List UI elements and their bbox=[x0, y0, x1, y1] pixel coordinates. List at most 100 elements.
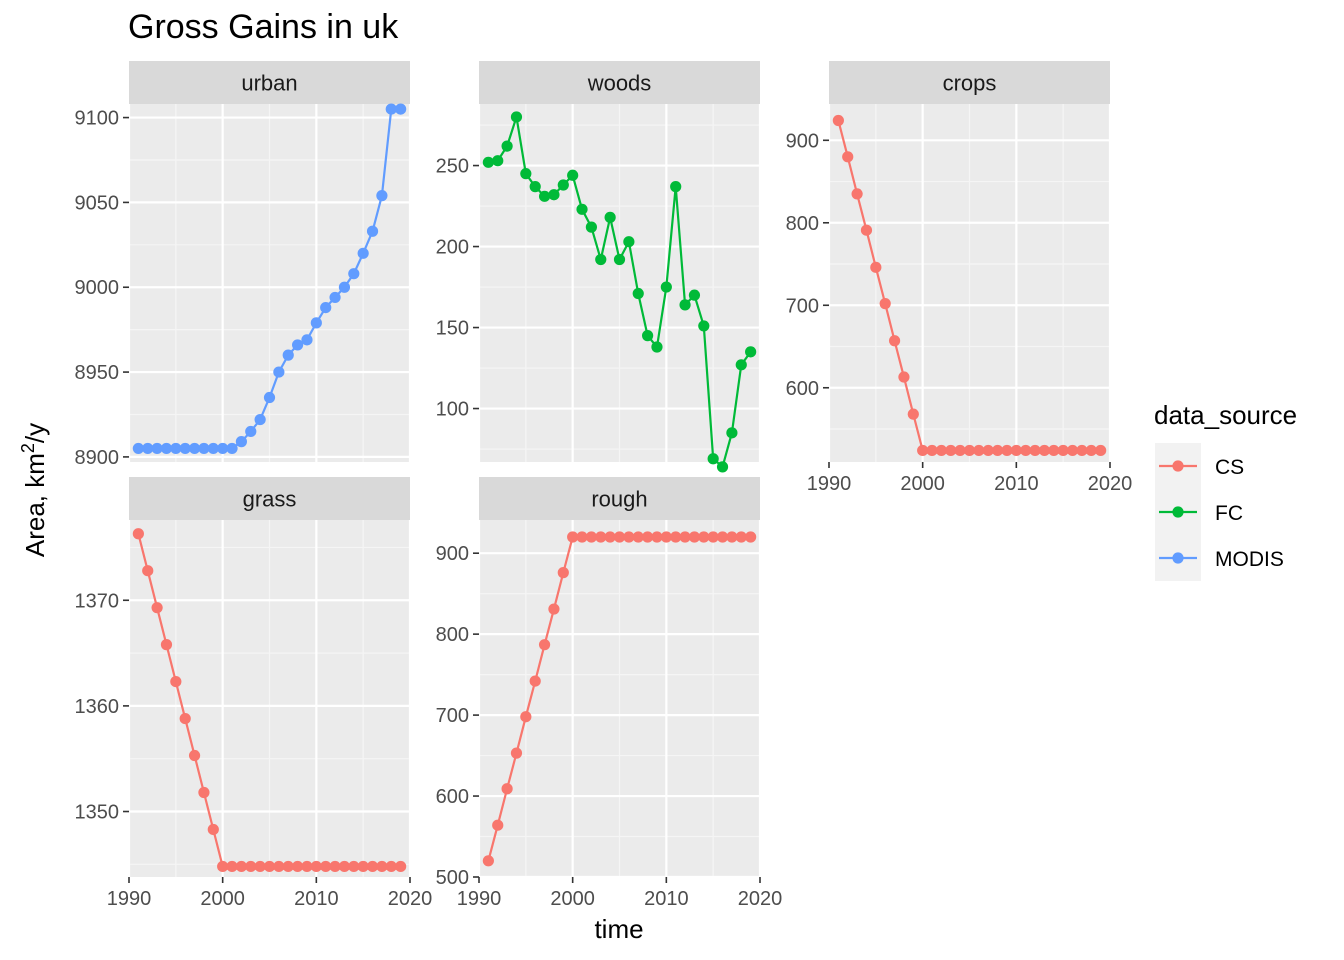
data-point bbox=[529, 675, 541, 687]
data-point bbox=[716, 461, 729, 473]
data-point bbox=[510, 747, 523, 759]
y-tick-label: 9100 bbox=[75, 108, 120, 130]
data-point bbox=[235, 436, 247, 448]
data-point bbox=[842, 151, 854, 163]
data-point bbox=[1001, 444, 1013, 457]
data-point bbox=[726, 427, 738, 439]
data-point bbox=[338, 860, 351, 873]
legend-label-FC: FC bbox=[1215, 502, 1243, 525]
x-tick-label: 2010 bbox=[644, 888, 689, 910]
data-point bbox=[898, 371, 910, 383]
data-point bbox=[623, 236, 635, 248]
data-point bbox=[151, 602, 163, 614]
x-axis-title: time bbox=[594, 914, 643, 944]
y-tick-label: 9050 bbox=[75, 192, 120, 214]
data-point bbox=[376, 190, 388, 202]
data-point bbox=[567, 169, 579, 181]
y-tick-label: 800 bbox=[786, 213, 819, 235]
facet-grass: grass 1350 1360 1370 1990 2000 2010 2020 bbox=[75, 477, 432, 910]
x-tick-label: 2020 bbox=[738, 888, 783, 910]
data-point bbox=[1029, 444, 1041, 457]
data-point bbox=[557, 179, 569, 191]
data-point bbox=[395, 103, 407, 115]
data-point bbox=[973, 444, 985, 457]
data-point bbox=[348, 860, 360, 873]
y-tick-label: 1360 bbox=[75, 696, 120, 718]
data-point bbox=[576, 531, 588, 543]
facet-strip-label: grass bbox=[243, 487, 297, 512]
data-point bbox=[132, 528, 144, 540]
facet-panels: urban 8900 8950 9000 9050 9100 woods 100 150 200 2… bbox=[75, 61, 1133, 910]
data-point bbox=[548, 603, 560, 615]
x-tick-label: 2020 bbox=[1088, 473, 1133, 495]
data-point bbox=[170, 676, 182, 688]
data-point bbox=[329, 291, 341, 304]
data-point bbox=[670, 531, 682, 543]
data-point bbox=[538, 190, 551, 202]
facet-strip-label: woods bbox=[587, 71, 652, 96]
data-point bbox=[310, 317, 322, 329]
y-axis-title-suffix: /y bbox=[20, 423, 50, 443]
data-point bbox=[735, 531, 747, 543]
legend-title: data_source bbox=[1154, 400, 1297, 430]
y-tick-label: 700 bbox=[786, 295, 819, 317]
data-point bbox=[745, 531, 757, 543]
data-point bbox=[585, 221, 598, 233]
facet-strip bbox=[479, 61, 760, 104]
data-point bbox=[357, 247, 369, 259]
y-axis-title-superscript: 2 bbox=[18, 443, 38, 453]
data-point bbox=[301, 860, 313, 873]
data-point bbox=[395, 860, 407, 873]
data-point bbox=[907, 408, 919, 420]
data-point bbox=[501, 140, 513, 152]
y-tick-label: 1350 bbox=[75, 802, 120, 824]
data-point bbox=[698, 320, 710, 332]
data-point bbox=[520, 711, 532, 723]
legend-key-point bbox=[1172, 506, 1184, 518]
y-tick-label: 8900 bbox=[75, 447, 120, 469]
data-point bbox=[832, 114, 844, 127]
data-point bbox=[263, 391, 276, 404]
data-point bbox=[1038, 444, 1051, 457]
data-point bbox=[945, 444, 957, 457]
data-point bbox=[482, 156, 494, 168]
data-point bbox=[142, 565, 154, 577]
y-tick-label: 700 bbox=[436, 705, 469, 727]
data-point bbox=[1048, 444, 1060, 457]
data-point bbox=[688, 289, 701, 301]
data-point bbox=[207, 823, 219, 836]
data-point bbox=[179, 442, 191, 455]
data-point bbox=[245, 860, 257, 873]
legend-label-MODIS: MODIS bbox=[1215, 548, 1284, 571]
legend: data_source CS FC MODIS bbox=[1154, 400, 1297, 581]
data-point bbox=[292, 339, 304, 351]
data-point bbox=[1020, 444, 1032, 457]
y-tick-label: 9000 bbox=[75, 277, 120, 299]
facet-strip bbox=[829, 61, 1110, 104]
facet-strip-label: urban bbox=[241, 71, 297, 96]
data-point bbox=[660, 531, 672, 543]
data-point bbox=[982, 444, 994, 457]
data-point bbox=[538, 639, 551, 651]
data-point bbox=[679, 531, 691, 543]
data-point bbox=[385, 860, 397, 873]
data-point bbox=[698, 531, 710, 543]
y-axis-title: Area, km2/y bbox=[18, 423, 50, 557]
data-point bbox=[745, 346, 757, 358]
data-point bbox=[529, 181, 541, 193]
data-point bbox=[632, 531, 644, 543]
x-tick-label: 2000 bbox=[550, 888, 595, 910]
facet-woods: woods 100 150 200 250 bbox=[436, 61, 762, 473]
y-axis-title-main: Area, km bbox=[20, 453, 50, 557]
data-point bbox=[557, 567, 569, 579]
facet-strip-label: crops bbox=[943, 71, 997, 96]
data-point bbox=[860, 224, 873, 236]
data-point bbox=[263, 860, 276, 873]
y-tick-label: 200 bbox=[436, 237, 469, 259]
data-point bbox=[254, 860, 266, 873]
data-point bbox=[926, 444, 938, 457]
y-tick-label: 250 bbox=[436, 156, 469, 178]
x-tick-label: 2010 bbox=[994, 473, 1039, 495]
data-point bbox=[935, 444, 948, 457]
